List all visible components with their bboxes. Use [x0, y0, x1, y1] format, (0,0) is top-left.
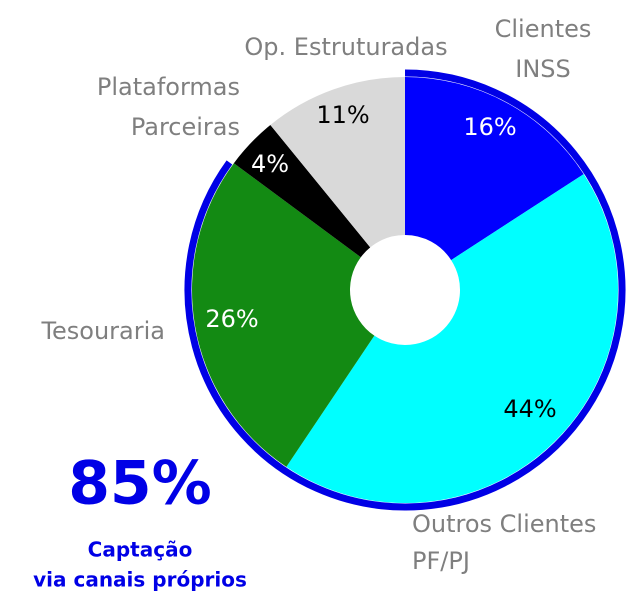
- callout-caption: via canais próprios: [33, 568, 247, 592]
- category-label: INSS: [515, 55, 571, 83]
- value-label: 44%: [503, 395, 556, 423]
- callout-caption: Captação: [88, 538, 193, 562]
- category-label: Outros Clientes: [412, 510, 596, 538]
- value-label: 11%: [316, 101, 369, 129]
- value-label: 16%: [463, 113, 516, 141]
- slice: [405, 77, 584, 261]
- slice: [233, 124, 371, 258]
- slice: [191, 163, 375, 467]
- category-label: Clientes: [495, 15, 592, 43]
- category-label: Tesouraria: [40, 317, 165, 345]
- slice: [270, 77, 405, 248]
- value-label: 4%: [251, 150, 289, 178]
- category-label: Parceiras: [131, 113, 240, 141]
- category-label: PF/PJ: [412, 547, 470, 575]
- own-channels-outline: [184, 69, 626, 511]
- category-label: Plataformas: [97, 73, 240, 101]
- category-label: Op. Estruturadas: [244, 33, 447, 61]
- slice: [286, 174, 619, 504]
- value-label: 26%: [205, 305, 258, 333]
- callout-value: 85%: [68, 449, 212, 519]
